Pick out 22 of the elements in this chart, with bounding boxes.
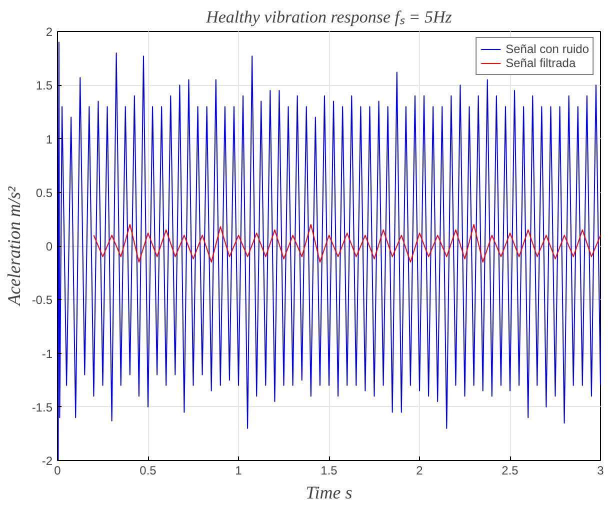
x-tick-label: 2 [416,464,424,478]
y-tick-label: 2 [46,25,53,39]
x-tick-label: 0.5 [140,464,157,478]
y-tick-label: 0 [46,240,53,254]
y-tick-label: -1 [42,346,53,361]
x-tick-label: 1.5 [320,464,338,478]
x-tick-label: 3 [597,464,604,478]
y-tick-label: -2 [42,454,53,468]
line-series [93,224,600,263]
y-tick-label: -0.5 [32,293,53,308]
legend-label: Señal filtrada [506,56,576,70]
y-tick-label: 0.5 [36,186,53,200]
y-tick-label: -1.5 [32,400,53,414]
x-axis-title: Time s [306,482,352,502]
legend-label: Señal con ruido [506,42,589,56]
x-tick-label: 0 [54,464,62,478]
y-axis-title: Aceleration m/s² [4,186,24,306]
y-tick-label: 1 [46,132,53,146]
chart-title: Healthy vibration response fₛ = 5Hz [205,8,452,26]
x-tick-label: 2.5 [502,464,519,478]
x-tick-label: 1 [235,464,242,478]
y-tick-label: 1.5 [36,78,53,93]
